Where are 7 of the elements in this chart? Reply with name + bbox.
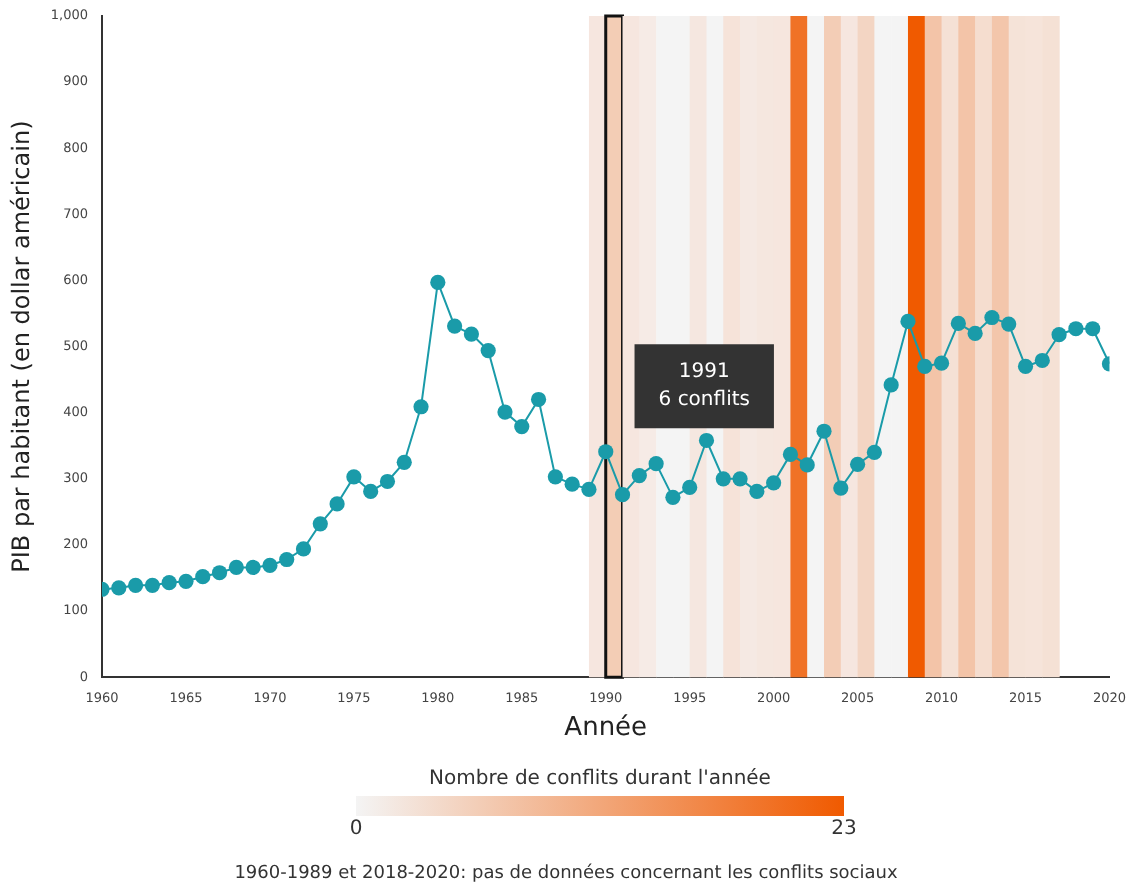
color-bar-label: 0 (349, 818, 363, 840)
x-axis-title: Année (564, 713, 648, 744)
color-bar-label: 23 (831, 818, 857, 840)
y-axis-title: PIB par habitant (en dollar américain) (6, 120, 35, 573)
text: 1960-1989 et 2018-2020: pas de données concernant les conflits sociaux (232, 864, 900, 884)
annotation: 1991 6 conflits (658, 361, 750, 412)
color-bar-title: Nombre de conflits durant l'année (427, 768, 773, 790)
